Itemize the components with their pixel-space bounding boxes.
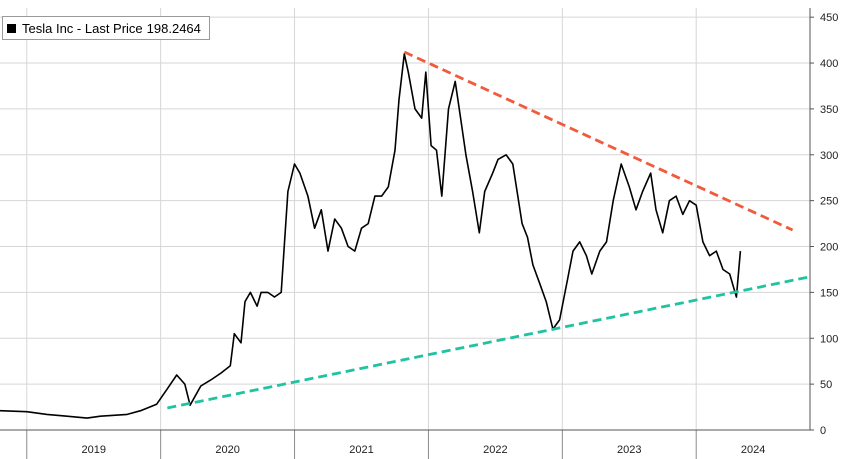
x-tick-label: 2021 bbox=[349, 444, 373, 456]
legend-last-value: 198.2464 bbox=[146, 20, 201, 36]
price-series-line bbox=[0, 53, 742, 419]
y-tick-label: 0 bbox=[820, 425, 826, 437]
legend-swatch-icon bbox=[7, 23, 16, 33]
trendline-layer bbox=[167, 50, 811, 410]
x-tick-label: 2024 bbox=[741, 444, 765, 456]
y-tick-label: 400 bbox=[820, 58, 838, 70]
y-tick-label: 100 bbox=[820, 333, 838, 345]
trendline bbox=[167, 275, 811, 410]
x-tick-label: 2022 bbox=[483, 444, 507, 456]
legend: Tesla Inc - Last Price 198.2464 bbox=[2, 16, 210, 40]
trendline bbox=[403, 50, 794, 232]
x-tick-label: 2019 bbox=[81, 444, 105, 456]
y-tick-label: 200 bbox=[820, 242, 838, 254]
gridlines bbox=[0, 8, 810, 431]
y-tick-label: 250 bbox=[820, 196, 838, 208]
series-layer bbox=[0, 53, 742, 419]
y-tick-label: 150 bbox=[820, 287, 838, 299]
y-tick-label: 450 bbox=[820, 12, 838, 24]
axes: 0 50 100 150 200 250 300 350 400 450 2019 2020 2021 2… bbox=[0, 8, 838, 459]
y-tick-label: 50 bbox=[820, 379, 832, 391]
y-tick-label: 300 bbox=[820, 150, 838, 162]
legend-series-name: Tesla Inc - Last Price bbox=[22, 20, 143, 36]
x-tick-label: 2020 bbox=[215, 444, 239, 456]
y-tick-label: 350 bbox=[820, 104, 838, 116]
x-tick-label: 2023 bbox=[617, 444, 641, 456]
